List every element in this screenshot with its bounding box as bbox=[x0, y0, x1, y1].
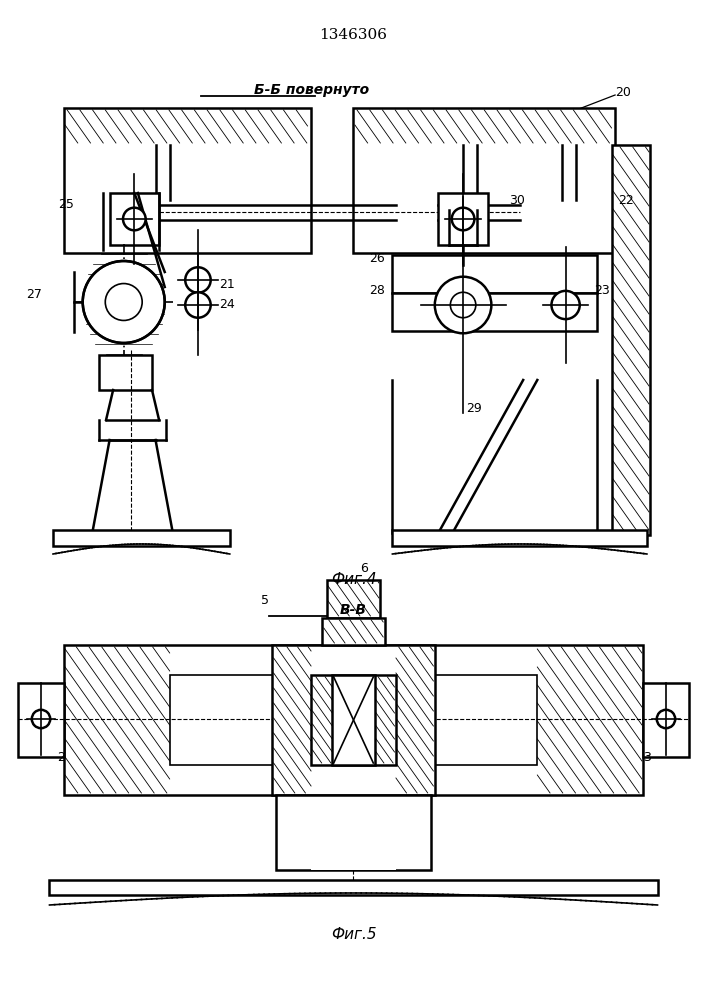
Text: 30: 30 bbox=[509, 194, 525, 207]
Text: 5: 5 bbox=[261, 594, 269, 606]
Circle shape bbox=[551, 291, 580, 319]
Bar bbox=[354, 108, 615, 253]
Text: Фиг.5: Фиг.5 bbox=[331, 927, 376, 942]
Bar bbox=[18, 683, 64, 757]
Circle shape bbox=[452, 208, 474, 230]
Bar bbox=[322, 618, 385, 645]
Bar bbox=[392, 530, 647, 546]
Text: 23: 23 bbox=[594, 284, 609, 296]
Bar bbox=[327, 580, 380, 618]
Bar bbox=[332, 675, 375, 765]
Bar bbox=[64, 645, 643, 795]
Text: 26: 26 bbox=[370, 251, 385, 264]
Text: 27: 27 bbox=[27, 288, 42, 302]
Text: 28: 28 bbox=[370, 284, 385, 296]
Bar bbox=[53, 530, 230, 546]
Bar bbox=[49, 880, 658, 895]
Bar bbox=[99, 355, 152, 390]
Text: 6: 6 bbox=[361, 562, 368, 575]
Bar bbox=[438, 193, 488, 245]
Bar bbox=[643, 683, 689, 757]
Circle shape bbox=[657, 710, 675, 728]
Circle shape bbox=[32, 710, 50, 728]
Text: 25: 25 bbox=[59, 198, 74, 212]
Text: В-В: В-В bbox=[340, 603, 367, 617]
Circle shape bbox=[185, 292, 211, 318]
Bar bbox=[311, 800, 396, 870]
Text: 20: 20 bbox=[615, 87, 631, 100]
Bar bbox=[272, 645, 435, 795]
Text: Б-Б повернуто: Б-Б повернуто bbox=[254, 83, 368, 97]
Text: 22: 22 bbox=[619, 194, 634, 207]
Bar bbox=[110, 193, 159, 245]
Text: 1346306: 1346306 bbox=[320, 28, 387, 42]
Circle shape bbox=[123, 208, 146, 230]
Circle shape bbox=[185, 267, 211, 293]
Bar bbox=[276, 795, 431, 870]
Circle shape bbox=[83, 261, 165, 343]
Text: 24: 24 bbox=[219, 298, 235, 312]
Bar bbox=[311, 675, 396, 765]
Text: 21: 21 bbox=[219, 278, 235, 292]
Text: 29: 29 bbox=[467, 401, 482, 414]
Circle shape bbox=[435, 277, 491, 333]
Text: 2: 2 bbox=[57, 751, 65, 764]
Bar bbox=[170, 675, 537, 765]
Circle shape bbox=[105, 284, 142, 320]
Bar bbox=[392, 255, 597, 293]
Circle shape bbox=[450, 292, 476, 318]
Bar bbox=[64, 108, 311, 253]
Text: 3: 3 bbox=[643, 751, 651, 764]
Text: Фиг.4: Фиг.4 bbox=[331, 572, 376, 587]
Bar bbox=[612, 145, 650, 535]
Bar bbox=[392, 293, 597, 331]
